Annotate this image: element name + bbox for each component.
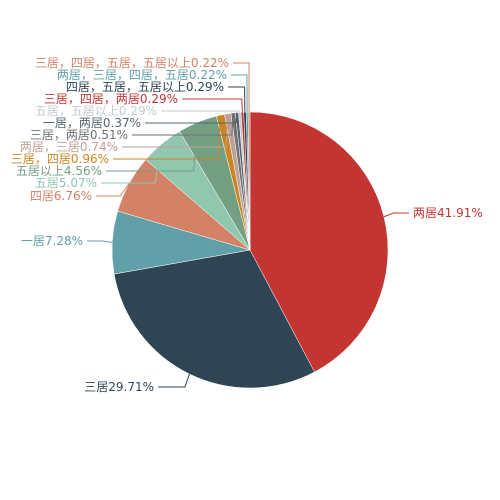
label-line [158,373,190,388]
data-label: 一居，两居0.37% [43,116,141,130]
label-value: 0.29% [186,80,224,94]
label-value: 0.74% [80,140,118,154]
data-label: 四居6.76% [30,189,92,203]
label-value: 0.37% [103,116,141,130]
data-label: 五居，五居以上0.29% [35,104,157,118]
label-line [96,183,130,197]
label-value: 29.71% [108,380,154,394]
data-label: 四居，五居，五居以上0.29% [66,80,224,94]
label-value: 41.91% [437,206,483,220]
label-name: 三居，两居 [30,128,90,142]
label-name: 一居，两居 [43,116,103,130]
label-name: 三居 [84,380,108,394]
data-label: 三居29.71% [84,380,154,394]
label-value: 0.22% [189,68,227,82]
label-name: 两居，三居，四居，五居 [57,68,189,82]
pie-slice [113,249,315,389]
label-line [87,240,113,243]
label-value: 0.96% [71,152,109,166]
label-name: 三居，四居 [11,152,71,166]
data-label: 五居5.07% [35,176,97,190]
label-line [145,112,238,124]
label-line [132,113,234,136]
label-line [383,212,409,218]
data-label: 三居，四居，两居0.29% [44,92,178,106]
label-name: 五居，五居以上 [35,104,119,118]
label-line [122,113,229,148]
label-name: 四居，五居，五居以上 [66,80,186,94]
pie-slice [249,111,389,373]
label-line [231,74,248,113]
label-line [228,86,246,113]
label-name: 两居，三居 [20,140,80,154]
label-line [113,115,221,160]
label-line [101,144,163,184]
label-name: 三居，四居，两居 [44,92,140,106]
label-line [106,122,198,172]
label-value: 5.07% [59,176,97,190]
label-name: 四居 [30,189,54,203]
label-value: 0.29% [140,92,178,106]
data-label: 三居，两居0.51% [30,128,128,142]
label-name: 三居，四居，五居，五居以上 [35,56,191,70]
label-value: 4.56% [64,164,102,178]
label-value: 6.76% [54,189,92,203]
data-label: 五居以上4.56% [16,164,102,178]
label-value: 0.51% [90,128,128,142]
label-value: 7.28% [45,234,83,248]
label-value: 0.29% [119,104,157,118]
label-value: 0.22% [191,56,229,70]
data-label: 三居，四居，五居，五居以上0.22% [35,56,229,70]
data-label: 两居，三居0.74% [20,140,118,154]
label-name: 一居 [21,234,45,248]
data-label: 一居7.28% [21,234,83,248]
label-line [233,62,250,113]
data-label: 三居，四居0.96% [11,152,109,166]
label-name: 五居以上 [16,164,64,178]
label-line [161,110,241,113]
label-name: 五居 [35,176,59,190]
label-line [182,98,243,113]
data-label: 两居41.91% [413,206,483,220]
label-name: 两居 [413,206,437,220]
data-label: 两居，三居，四居，五居0.22% [57,68,227,82]
